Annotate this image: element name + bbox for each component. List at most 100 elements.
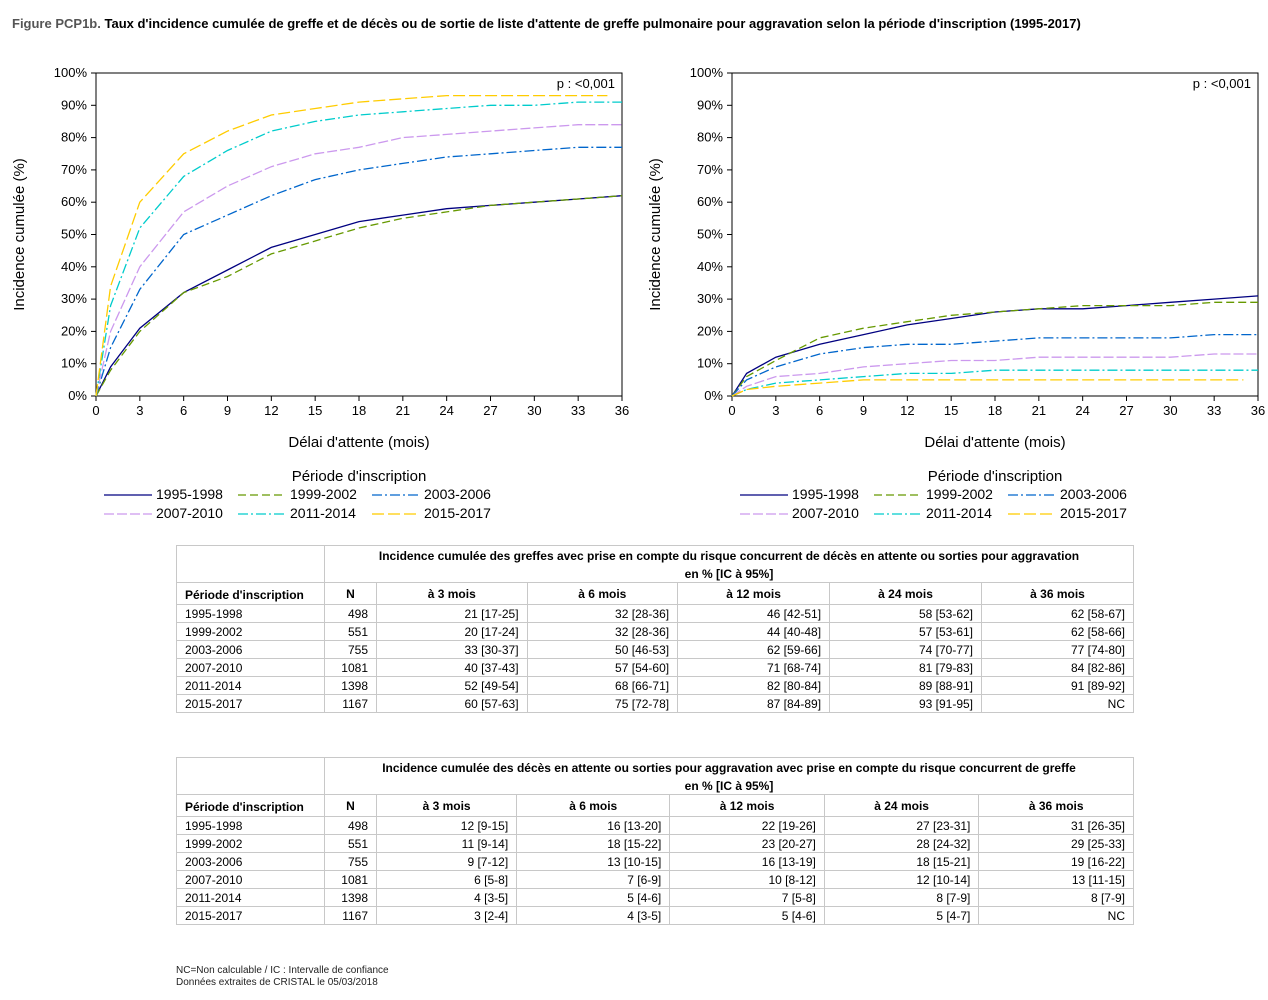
value-cell: 5 [4-6]	[516, 888, 671, 907]
y-tick-label: 30%	[61, 291, 87, 306]
table-subheader: en % [IC à 95%]	[324, 565, 1134, 583]
y-tick-label: 50%	[697, 227, 723, 242]
value-cell: NC	[978, 906, 1134, 925]
value-cell: 32 [28-36]	[526, 622, 679, 641]
table-row: 2011-2014 1398 52 [49-54] 68 [66-71] 82 …	[176, 676, 1134, 695]
legend-label: 1999-2002	[290, 486, 357, 502]
value-cell: 62 [59-66]	[677, 640, 831, 659]
x-tick-label: 15	[944, 403, 958, 418]
value-cell: 93 [91-95]	[829, 694, 982, 713]
x-tick-label: 21	[396, 403, 410, 418]
x-tick-label: 6	[180, 403, 187, 418]
y-tick-label: 90%	[697, 97, 723, 112]
value-cell: 10 [8-12]	[669, 870, 825, 889]
n-header: N	[324, 582, 377, 605]
legend-label: 2011-2014	[290, 505, 356, 521]
y-axis-label: Incidence cumulée (%)	[11, 158, 28, 311]
x-tick-label: 36	[1251, 403, 1265, 418]
legend-label: 2015-2017	[1060, 505, 1127, 521]
p-value-annotation: p : <0,001	[1193, 76, 1251, 91]
column-header: à 24 mois	[823, 794, 980, 817]
period-cell: 1995-1998	[176, 816, 325, 835]
value-cell: 57 [53-61]	[829, 622, 982, 641]
table-row: 1999-2002 551 11 [9-14] 18 [15-22] 23 [2…	[176, 834, 1134, 853]
legend-label: 1999-2002	[926, 486, 993, 502]
period-cell: 2015-2017	[176, 906, 325, 925]
period-cell: 1999-2002	[176, 834, 325, 853]
value-cell: 91 [89-92]	[981, 676, 1134, 695]
y-tick-label: 80%	[697, 130, 723, 145]
value-cell: 89 [88-91]	[829, 676, 982, 695]
series-line-2015-2017	[731, 379, 1244, 397]
x-tick-label: 18	[352, 403, 366, 418]
series-line-2003-2006	[731, 333, 1258, 397]
value-cell: 27 [23-31]	[823, 816, 980, 835]
value-cell: 16 [13-19]	[669, 852, 825, 871]
column-header: à 12 mois	[677, 582, 831, 605]
value-cell: 84 [82-86]	[981, 658, 1134, 677]
value-cell: 81 [79-83]	[829, 658, 982, 677]
legend-label: 2003-2006	[424, 486, 491, 502]
value-cell: 18 [15-21]	[823, 852, 980, 871]
table-row: 1999-2002 551 20 [17-24] 32 [28-36] 44 […	[176, 622, 1134, 641]
y-tick-label: 40%	[697, 259, 723, 274]
n-cell: 755	[324, 852, 377, 871]
value-cell: 82 [80-84]	[677, 676, 831, 695]
x-tick-label: 6	[816, 403, 823, 418]
table-header: Incidence cumulée des décès en attente o…	[324, 757, 1134, 777]
column-header: à 6 mois	[526, 582, 679, 605]
x-tick-label: 12	[900, 403, 914, 418]
figure-label: Figure PCP1b.	[12, 16, 101, 31]
y-tick-label: 100%	[690, 65, 724, 80]
p-value-annotation: p : <0,001	[557, 76, 615, 91]
x-tick-label: 0	[728, 403, 735, 418]
series-line-1999-2002	[731, 301, 1258, 397]
period-cell: 2007-2010	[176, 658, 325, 677]
value-cell: 13 [11-15]	[978, 870, 1134, 889]
series-line-2011-2014	[95, 101, 622, 397]
series-line-2003-2006	[95, 146, 622, 397]
x-tick-label: 33	[571, 403, 585, 418]
y-tick-label: 70%	[697, 162, 723, 177]
value-cell: 44 [40-48]	[677, 622, 831, 641]
x-tick-label: 18	[988, 403, 1002, 418]
x-tick-label: 3	[772, 403, 779, 418]
value-cell: NC	[981, 694, 1134, 713]
table-header: Incidence cumulée des greffes avec prise…	[324, 545, 1134, 565]
value-cell: 6 [5-8]	[375, 870, 518, 889]
value-cell: 87 [84-89]	[677, 694, 831, 713]
value-cell: 13 [10-15]	[516, 852, 671, 871]
n-cell: 1081	[324, 870, 377, 889]
y-tick-label: 50%	[61, 227, 87, 242]
legend-label: 2003-2006	[1060, 486, 1127, 502]
x-tick-label: 27	[483, 403, 497, 418]
period-cell: 2015-2017	[176, 694, 325, 713]
value-cell: 12 [10-14]	[823, 870, 980, 889]
value-cell: 62 [58-66]	[981, 622, 1134, 641]
x-tick-label: 9	[860, 403, 867, 418]
y-tick-label: 10%	[697, 356, 723, 371]
plot-frame	[95, 72, 623, 397]
x-tick-label: 15	[308, 403, 322, 418]
series-line-1995-1998	[95, 195, 623, 397]
value-cell: 9 [7-12]	[375, 852, 518, 871]
column-header: à 12 mois	[669, 794, 825, 817]
table-row: 1995-1998 498 21 [17-25] 32 [28-36] 46 […	[176, 604, 1134, 623]
n-cell: 755	[324, 640, 377, 659]
n-header: N	[324, 794, 377, 817]
period-header: Période d'inscription	[176, 582, 325, 605]
x-tick-label: 24	[439, 403, 453, 418]
n-cell: 1081	[324, 658, 377, 677]
value-cell: 8 [7-9]	[823, 888, 980, 907]
x-tick-label: 21	[1032, 403, 1046, 418]
legend-title: Période d'inscription	[292, 468, 427, 485]
table-deces: Incidence cumulée des décès en attente o…	[176, 757, 1134, 925]
value-cell: 5 [4-6]	[669, 906, 825, 925]
n-cell: 551	[324, 834, 377, 853]
series-line-2011-2014	[731, 369, 1258, 397]
table-row: 2003-2006 755 9 [7-12] 13 [10-15] 16 [13…	[176, 852, 1134, 871]
table-row: 2015-2017 1167 60 [57-63] 75 [72-78] 87 …	[176, 694, 1134, 713]
y-tick-label: 20%	[61, 323, 87, 338]
x-tick-label: 33	[1207, 403, 1221, 418]
n-cell: 1167	[324, 694, 377, 713]
